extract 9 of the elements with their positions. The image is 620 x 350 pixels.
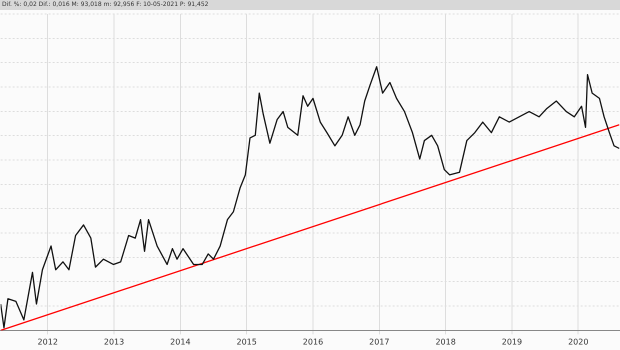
x-tick-label: 2019 [502, 337, 522, 346]
x-tick-label: 2016 [302, 337, 324, 346]
x-tick-label: 2014 [170, 337, 191, 346]
x-tick-label: 2013 [104, 337, 124, 346]
x-tick-label: 2017 [369, 337, 390, 346]
x-tick-label: 2020 [568, 337, 588, 346]
x-tick-label: 2015 [236, 337, 257, 346]
x-tick-label: 2018 [435, 337, 456, 346]
x-tick-label: 2012 [38, 337, 58, 346]
